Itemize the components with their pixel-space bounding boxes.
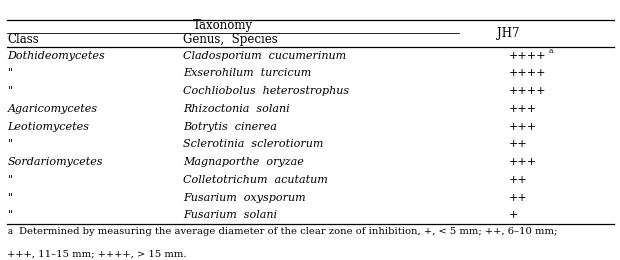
Text: ": "	[7, 192, 12, 203]
Text: a: a	[549, 47, 553, 55]
Text: ": "	[7, 68, 12, 79]
Text: Fusarium  oxysporum: Fusarium oxysporum	[183, 192, 306, 203]
Text: Botrytis  cinerea: Botrytis cinerea	[183, 122, 277, 132]
Text: +++: +++	[508, 104, 536, 114]
Text: +++: +++	[508, 157, 536, 167]
Text: ++: ++	[508, 175, 527, 185]
Text: JH7: JH7	[497, 27, 520, 40]
Text: a: a	[7, 228, 12, 237]
Text: +++: +++	[508, 122, 536, 132]
Text: ": "	[7, 210, 12, 220]
Text: ++++: ++++	[508, 86, 546, 96]
Text: ++++: ++++	[508, 68, 546, 79]
Text: Dothideomycetes: Dothideomycetes	[7, 51, 105, 61]
Text: Sordariomycetes: Sordariomycetes	[7, 157, 103, 167]
Text: Sclerotinia  sclerotiorum: Sclerotinia sclerotiorum	[183, 139, 323, 149]
Text: Class: Class	[7, 33, 39, 46]
Text: Exserohilum  turcicum: Exserohilum turcicum	[183, 68, 311, 79]
Text: Rhizoctonia  solani: Rhizoctonia solani	[183, 104, 290, 114]
Text: +++, 11–15 mm; ++++, > 15 mm.: +++, 11–15 mm; ++++, > 15 mm.	[7, 250, 187, 259]
Text: Agaricomycetes: Agaricomycetes	[7, 104, 97, 114]
Text: Leotiomycetes: Leotiomycetes	[7, 122, 89, 132]
Text: Fusarium  solani: Fusarium solani	[183, 210, 277, 220]
Text: ": "	[7, 175, 12, 185]
Text: Taxonomy: Taxonomy	[193, 20, 253, 32]
Text: Cladosporium  cucumerinum: Cladosporium cucumerinum	[183, 51, 346, 61]
Text: Determined by measuring the average diameter of the clear zone of inhibition, +,: Determined by measuring the average diam…	[19, 228, 557, 237]
Text: ++++: ++++	[508, 51, 546, 61]
Text: ": "	[7, 86, 12, 96]
Text: Cochliobolus  heterostrophus: Cochliobolus heterostrophus	[183, 86, 349, 96]
Text: ++: ++	[508, 139, 527, 149]
Text: Magnaporthe  oryzae: Magnaporthe oryzae	[183, 157, 304, 167]
Text: ++: ++	[508, 192, 527, 203]
Text: Colletotrichum  acutatum: Colletotrichum acutatum	[183, 175, 327, 185]
Text: ": "	[7, 139, 12, 149]
Text: Genus,  Species: Genus, Species	[183, 33, 278, 46]
Text: +: +	[508, 210, 518, 220]
